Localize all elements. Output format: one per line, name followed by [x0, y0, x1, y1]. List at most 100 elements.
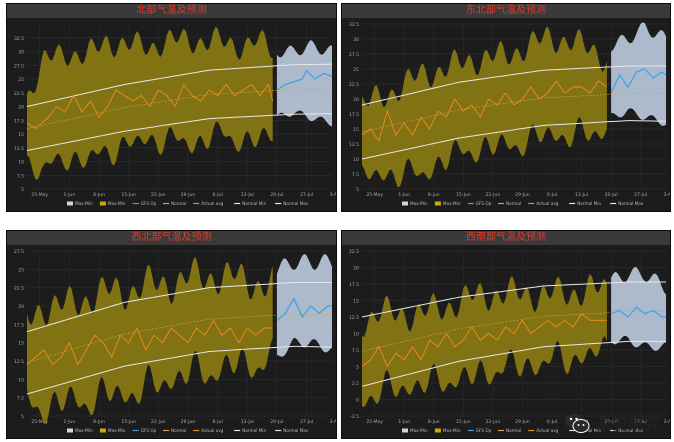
x-tick-label: 8-Jun — [428, 192, 440, 198]
y-tick-label: 30 — [18, 50, 24, 56]
chart-plot: -2.5 0 2.5 5 7.5 10 12.5 15 17.5 20 22.5 25-May 1-Ju… — [349, 249, 670, 433]
x-tick-label: 8-Jun — [93, 419, 105, 425]
y-tick-label: 27.5 — [14, 63, 24, 69]
x-tick-label: 8-Jun — [428, 419, 440, 425]
y-tick-label: 7.5 — [17, 173, 24, 179]
legend-label: Actual avg — [536, 201, 558, 206]
x-tick-label: 8-Jun — [93, 192, 105, 198]
x-tick-label: 6-Jul — [547, 419, 557, 425]
gfs-op-line — [276, 297, 332, 322]
y-tick-label: 15 — [353, 299, 359, 305]
legend-swatch — [402, 201, 408, 206]
legend-label: GFS Op — [141, 428, 157, 433]
y-tick-label: 5 — [356, 365, 359, 371]
x-tick-label: 3-Aug — [330, 192, 336, 198]
legend-swatch — [67, 201, 73, 206]
actual-range-band — [27, 26, 273, 180]
y-tick-label: 20 — [353, 266, 359, 272]
chart-panel-northeast: 东北部气温及预测 5 7.5 10 12.5 15 17.5 20 22.5 25 27.5 30 3… — [341, 3, 671, 212]
x-tick-label: 22-Jun — [151, 419, 166, 425]
x-tick-label: 1-Jun — [63, 419, 75, 425]
legend-label: Max-Min — [108, 201, 126, 206]
y-tick-label: 2.5 — [352, 381, 359, 387]
normal-max-line — [361, 281, 666, 318]
y-tick-label: 10 — [18, 377, 24, 383]
gfs-op-line — [610, 68, 667, 94]
x-tick-label: 29-Jun — [515, 192, 530, 198]
x-tick-label: 29-Jun — [181, 419, 196, 425]
legend-swatch — [434, 201, 441, 206]
normal-line — [26, 313, 333, 363]
legend-swatch — [402, 428, 408, 433]
x-tick-label: 1-Jun — [398, 419, 410, 425]
x-tick-label: 3-Aug — [664, 192, 670, 198]
x-tick-label: 13-Jul — [575, 192, 588, 198]
y-tick-label: 7.5 — [352, 348, 359, 354]
x-tick-label: 1-Jun — [63, 192, 75, 198]
chart-panel-southwest: 西南部气温及预测 -2.5 0 2.5 5 7.5 10 12.5 15 17.5 20 22.5 2… — [341, 230, 671, 439]
legend-label: Normal — [506, 201, 521, 206]
x-tick-label: 3-Aug — [664, 419, 670, 425]
x-tick-label: 27-Jul — [300, 192, 313, 198]
legend-swatch — [99, 201, 106, 206]
x-tick-label: 20-Jul — [270, 192, 283, 198]
legend-label: Normal Min — [242, 201, 266, 206]
legend-label: Normal Min — [577, 201, 601, 206]
x-tick-label: 20-Jul — [270, 419, 283, 425]
legend-label: Normal Max — [283, 428, 309, 433]
y-tick-label: 15 — [18, 341, 24, 347]
legend-label: Normal Max — [618, 201, 644, 206]
x-tick-label: 15-Jun — [121, 419, 136, 425]
gfs-op-line — [276, 69, 333, 91]
y-tick-label: 10 — [18, 160, 24, 166]
y-tick-label: 12.5 — [349, 142, 359, 148]
y-tick-label: 25 — [18, 77, 24, 83]
y-tick-label: 32.5 — [349, 22, 359, 28]
normal-min-line — [26, 113, 333, 151]
x-tick-label: 15-Jun — [121, 192, 136, 198]
x-tick-label: 25-May — [366, 192, 383, 198]
y-tick-label: 20 — [18, 105, 24, 111]
gfs-op-line — [610, 306, 666, 318]
y-tick-label: 15 — [18, 132, 24, 138]
normal-min-line — [361, 340, 666, 387]
legend-label: Max-Min — [75, 201, 93, 206]
y-tick-label: 25 — [18, 267, 24, 273]
y-tick-label: 5 — [21, 414, 24, 420]
legend-label: GFS Op — [141, 201, 157, 206]
y-tick-label: 17.5 — [349, 282, 359, 288]
legend-label: Max-Min — [410, 201, 428, 206]
normal-max-line — [361, 65, 666, 106]
y-tick-label: 5 — [21, 187, 24, 193]
chart-plot: 5 7.5 10 12.5 15 17.5 20 22.5 25 27.5 30 32.5 25-May… — [349, 22, 670, 206]
forecast-range-band — [276, 39, 332, 127]
y-tick-label: 12.5 — [14, 359, 24, 365]
x-tick-label: 1-Jun — [398, 192, 410, 198]
x-tick-label: 27-Jul — [634, 419, 647, 425]
x-tick-label: 25-May — [31, 419, 48, 425]
y-tick-label: 20 — [353, 97, 359, 103]
y-tick-label: 20 — [18, 304, 24, 310]
x-tick-label: 20-Jul — [605, 192, 618, 198]
y-tick-label: 17.5 — [14, 322, 24, 328]
x-tick-label: 15-Jun — [456, 192, 471, 198]
y-tick-label: 12.5 — [349, 315, 359, 321]
chart-title: 西北部气温及预测 — [7, 231, 336, 245]
x-tick-label: 13-Jul — [241, 419, 254, 425]
legend-label: Actual avg — [201, 428, 223, 433]
x-tick-label: 22-Jun — [486, 419, 501, 425]
x-tick-label: 20-Jul — [605, 419, 618, 425]
chart-plot: 5 7.5 10 12.5 15 17.5 20 22.5 25 27.5 30 32.5 25-May… — [14, 24, 336, 206]
y-tick-label: 22.5 — [14, 286, 24, 292]
y-tick-label: 12.5 — [14, 146, 24, 152]
legend-label: Max-Min — [75, 428, 93, 433]
x-tick-label: 29-Jun — [515, 419, 530, 425]
y-tick-label: 22.5 — [14, 91, 24, 97]
wechat-icon — [564, 413, 590, 433]
actual-range-band — [362, 273, 607, 408]
y-tick-label: -2.5 — [350, 414, 359, 420]
legend-label: GFS Op — [476, 201, 492, 206]
forecast-range-band — [276, 253, 332, 357]
normal-min-line — [26, 345, 333, 395]
legend-swatch — [99, 428, 106, 433]
